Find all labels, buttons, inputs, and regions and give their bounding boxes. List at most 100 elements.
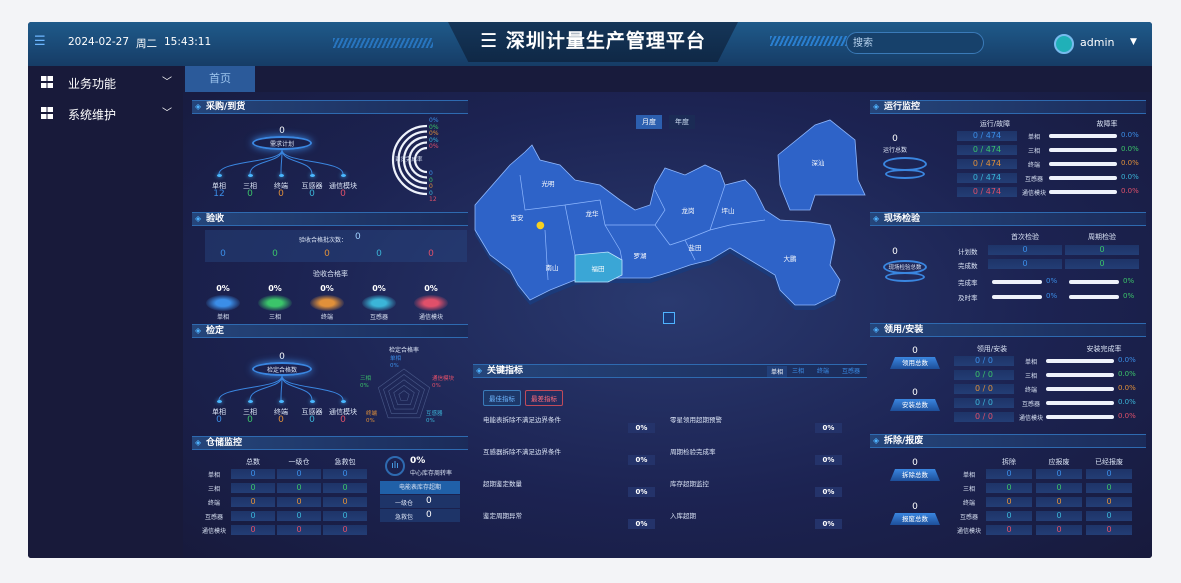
arrival-pct: 0% bbox=[429, 136, 439, 144]
toggle-monthly[interactable]: 月度 bbox=[636, 115, 662, 129]
avatar[interactable] bbox=[1054, 34, 1074, 54]
node-dot bbox=[310, 400, 315, 403]
acceptance-rate: 0% bbox=[424, 284, 438, 293]
column-header: 安装完成率 bbox=[1086, 345, 1122, 353]
storage-column-header: 一级仓 bbox=[288, 458, 310, 466]
sidebar-item-business[interactable]: 业务功能 ﹀ bbox=[28, 68, 183, 98]
field-total-label: 现场检验总数 bbox=[888, 265, 922, 271]
sidebar-item-system[interactable]: 系统维护 ﹀ bbox=[28, 99, 183, 129]
ratio-cell: 0 / 474 bbox=[957, 187, 1017, 197]
section-storage-title: 仓储监控 bbox=[192, 436, 468, 450]
storage-cell: 0 bbox=[323, 483, 367, 493]
radar-axis-value: 0% bbox=[390, 363, 399, 369]
rate-dish-icon bbox=[362, 295, 396, 311]
row-label: 完成数 bbox=[958, 262, 978, 270]
arrival-rings bbox=[391, 124, 428, 196]
rate-bar bbox=[1069, 280, 1119, 284]
username[interactable]: admin bbox=[1080, 36, 1115, 49]
column-header: 领用/安装 bbox=[976, 345, 1008, 353]
column-header: 故障率 bbox=[1096, 120, 1118, 128]
map-district-shenshan[interactable] bbox=[777, 119, 866, 211]
toggle-yearly[interactable]: 年度 bbox=[669, 115, 695, 129]
section-kpi-title: 关键指标 bbox=[473, 364, 867, 378]
node-dot bbox=[248, 400, 253, 403]
category-label: 单相 bbox=[1027, 134, 1040, 141]
category-label: 三相 bbox=[962, 486, 975, 493]
rate-bar bbox=[1046, 387, 1114, 391]
search-input[interactable] bbox=[846, 32, 984, 54]
category-label: 通信模块 bbox=[1018, 415, 1043, 422]
category-label: 通信模块 bbox=[201, 528, 226, 535]
rate-bar bbox=[1049, 162, 1117, 166]
best-indicator-button[interactable]: 最佳指标 bbox=[483, 390, 521, 406]
arrival-pct: 0% bbox=[429, 143, 439, 150]
category-label: 终端 bbox=[274, 182, 288, 190]
category-label: 三相 bbox=[243, 182, 257, 190]
removal-cell: 0 bbox=[1036, 469, 1082, 479]
radar-grid bbox=[393, 384, 415, 406]
removal-cell: 0 bbox=[1036, 483, 1082, 493]
decor-stripes bbox=[770, 36, 850, 46]
column-header: 运行/故障 bbox=[979, 120, 1011, 128]
kpi-value: 0% bbox=[628, 519, 655, 529]
menu-toggle-icon[interactable]: ☰ bbox=[34, 34, 46, 49]
field-cell: 0 bbox=[1065, 259, 1139, 269]
kpi-label: 互感器拆除不满足边界条件 bbox=[483, 448, 561, 456]
removal-cell: 0 bbox=[986, 525, 1032, 535]
arrival-pct: 0% bbox=[429, 130, 439, 137]
tab-home[interactable]: 首页 bbox=[185, 66, 255, 92]
overdue-value: 0 bbox=[426, 496, 432, 506]
pedestal-icon bbox=[885, 272, 925, 282]
category-label: 互感器 bbox=[1024, 176, 1043, 183]
storage-cell: 0 bbox=[231, 511, 275, 521]
map-district-futian[interactable] bbox=[574, 251, 623, 283]
district-label: 福田 bbox=[591, 265, 605, 273]
removal-cell: 0 bbox=[1086, 525, 1132, 535]
worst-indicator-button[interactable]: 最差指标 bbox=[525, 390, 563, 406]
map-reset-button[interactable] bbox=[663, 312, 675, 324]
storage-cell: 0 bbox=[277, 497, 321, 507]
category-label: 终端 bbox=[320, 314, 333, 321]
kpi-tab-0[interactable]: 单相 bbox=[767, 366, 788, 377]
overdue-value: 0 bbox=[426, 510, 432, 520]
rate-value: 0% bbox=[1046, 277, 1058, 285]
overdue-row bbox=[380, 495, 460, 508]
rate-bar bbox=[992, 280, 1042, 284]
kpi-tab-2[interactable]: 终端 bbox=[817, 368, 830, 375]
storage-column-header: 总数 bbox=[246, 458, 260, 466]
radar-axis-label: 三相 bbox=[360, 376, 372, 382]
location-marker-icon[interactable]: ● bbox=[536, 220, 545, 231]
rate-bar bbox=[1049, 176, 1117, 180]
storage-cell: 0 bbox=[277, 483, 321, 493]
chevron-down-icon: ﹀ bbox=[162, 108, 172, 119]
kpi-tab-1[interactable]: 三相 bbox=[792, 368, 805, 375]
rate-value: 0% bbox=[1046, 292, 1058, 300]
acceptance-box bbox=[205, 230, 467, 262]
rate-value: 0.0% bbox=[1118, 412, 1136, 420]
district-border bbox=[654, 189, 666, 226]
rate-value: 0.0% bbox=[1121, 145, 1139, 153]
field-cell: 0 bbox=[1065, 245, 1139, 255]
user-dropdown-icon[interactable]: ▼ bbox=[1130, 37, 1137, 47]
acceptance-count: 0 bbox=[428, 249, 434, 259]
node-dot bbox=[279, 400, 284, 403]
kpi-label: 周期检验完成率 bbox=[670, 448, 716, 456]
rate-value: 0.0% bbox=[1121, 159, 1139, 167]
total-value: 0 bbox=[279, 126, 285, 136]
section-field-title: 现场检验 bbox=[870, 212, 1146, 226]
category-label: 通信模块 bbox=[956, 528, 981, 535]
district-border bbox=[619, 249, 623, 261]
kpi-label: 入库超期 bbox=[670, 512, 696, 520]
acceptance-rate: 0% bbox=[320, 284, 334, 293]
grid-icon bbox=[41, 76, 53, 88]
kpi-value: 0% bbox=[815, 455, 842, 465]
shenzhen-map[interactable] bbox=[470, 100, 870, 340]
rate-value: 0.0% bbox=[1121, 173, 1139, 181]
dashboard: 采购/到货0需求计划单相12三相0终端0互感器0通信模块00%00%00%00%… bbox=[183, 92, 1152, 558]
category-count: 0 bbox=[278, 415, 284, 425]
radar-axis-value: 0% bbox=[426, 418, 435, 424]
kpi-tab-3[interactable]: 互感器 bbox=[842, 368, 861, 375]
node-dot bbox=[217, 400, 222, 403]
rate-bar bbox=[1049, 190, 1117, 194]
category-label: 终端 bbox=[1024, 387, 1037, 394]
